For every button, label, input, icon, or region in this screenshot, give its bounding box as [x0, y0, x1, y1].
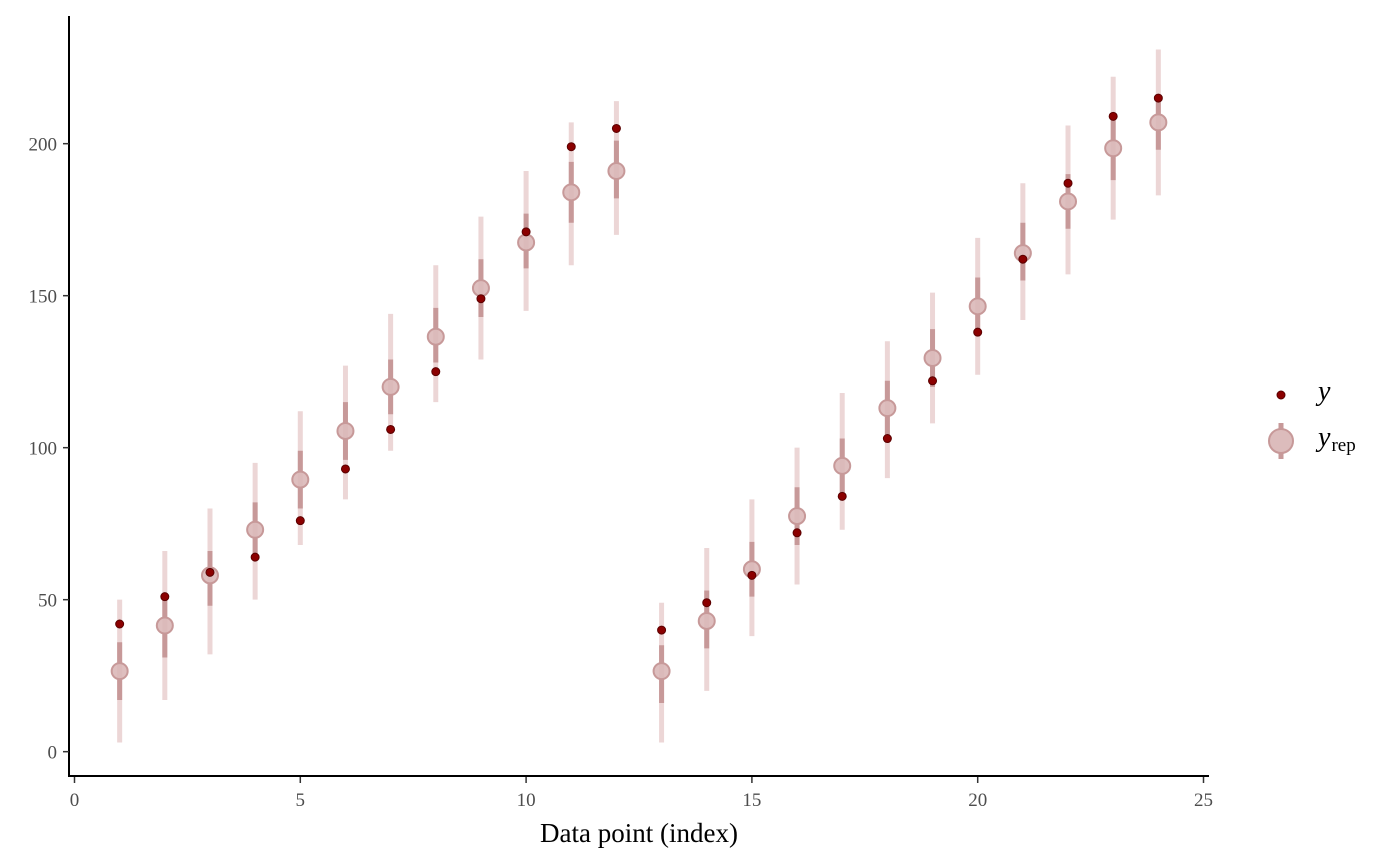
yrep-point — [1059, 192, 1078, 211]
legend-label-y: y — [1315, 376, 1331, 407]
y-point — [1018, 254, 1028, 264]
yrep-point — [471, 279, 490, 298]
legend-key-yrep — [1268, 428, 1294, 454]
y-point — [431, 367, 441, 377]
y-point — [160, 592, 170, 602]
axes — [68, 16, 1209, 777]
x-tick-label: 20 — [968, 790, 987, 811]
x-tick-label: 15 — [742, 790, 761, 811]
legend: y yrep — [1268, 376, 1356, 459]
legend-label-yrep-main: y — [1315, 422, 1331, 453]
y-point — [115, 619, 125, 629]
y-tick-label: 0 — [48, 743, 58, 764]
x-axis-title: Data point (index) — [540, 818, 738, 848]
x-tick-label: 0 — [70, 790, 80, 811]
yrep-point — [968, 297, 987, 316]
y-point — [205, 567, 215, 577]
y-point — [566, 142, 576, 152]
yrep-point — [697, 611, 716, 630]
y-point — [1108, 111, 1118, 121]
y-point — [386, 424, 396, 434]
y-point — [657, 625, 667, 635]
plot-area — [110, 49, 1168, 743]
yrep-point — [652, 662, 671, 681]
yrep-point — [381, 377, 400, 396]
y-tick-label: 200 — [29, 135, 58, 156]
yrep-point — [1104, 139, 1123, 158]
y-tick-label: 150 — [29, 287, 58, 308]
y-point — [882, 434, 892, 444]
y-point — [611, 123, 621, 133]
legend-label-yrep: yrep — [1315, 422, 1356, 456]
yrep-point — [878, 399, 897, 418]
y-point — [250, 552, 260, 562]
y-point — [928, 376, 938, 386]
x-tick-label: 5 — [296, 790, 306, 811]
y-point — [973, 327, 983, 337]
y-point — [837, 491, 847, 501]
y-point — [476, 294, 486, 304]
x-tick-label: 10 — [517, 790, 536, 811]
legend-label-yrep-sub: rep — [1331, 435, 1355, 456]
yrep-point — [923, 349, 942, 367]
yrep-point — [833, 456, 852, 475]
yrep-point — [155, 616, 174, 635]
y-point — [747, 570, 757, 580]
yrep-point — [788, 507, 807, 526]
ticks: 0 5 10 15 20 25 0 50 100 150 200 — [29, 135, 1214, 811]
legend-key-y — [1276, 390, 1286, 400]
yrep-point — [336, 421, 355, 440]
y-tick-label: 50 — [38, 591, 57, 612]
yrep-point — [1149, 113, 1168, 132]
y-point — [340, 464, 350, 474]
y-point — [792, 528, 802, 538]
yrep-point — [607, 162, 626, 181]
yrep-point — [426, 327, 445, 346]
yrep-point — [110, 662, 129, 681]
y-point — [702, 598, 712, 608]
y-tick-label: 100 — [29, 439, 58, 460]
yrep-point — [517, 233, 536, 252]
x-tick-label: 25 — [1194, 790, 1213, 811]
y-point — [1063, 178, 1073, 188]
yrep-point — [562, 183, 581, 202]
yrep-point — [246, 520, 265, 539]
yrep-point — [291, 470, 310, 489]
y-point — [1153, 93, 1163, 103]
y-point — [521, 227, 531, 237]
y-point — [295, 516, 305, 526]
